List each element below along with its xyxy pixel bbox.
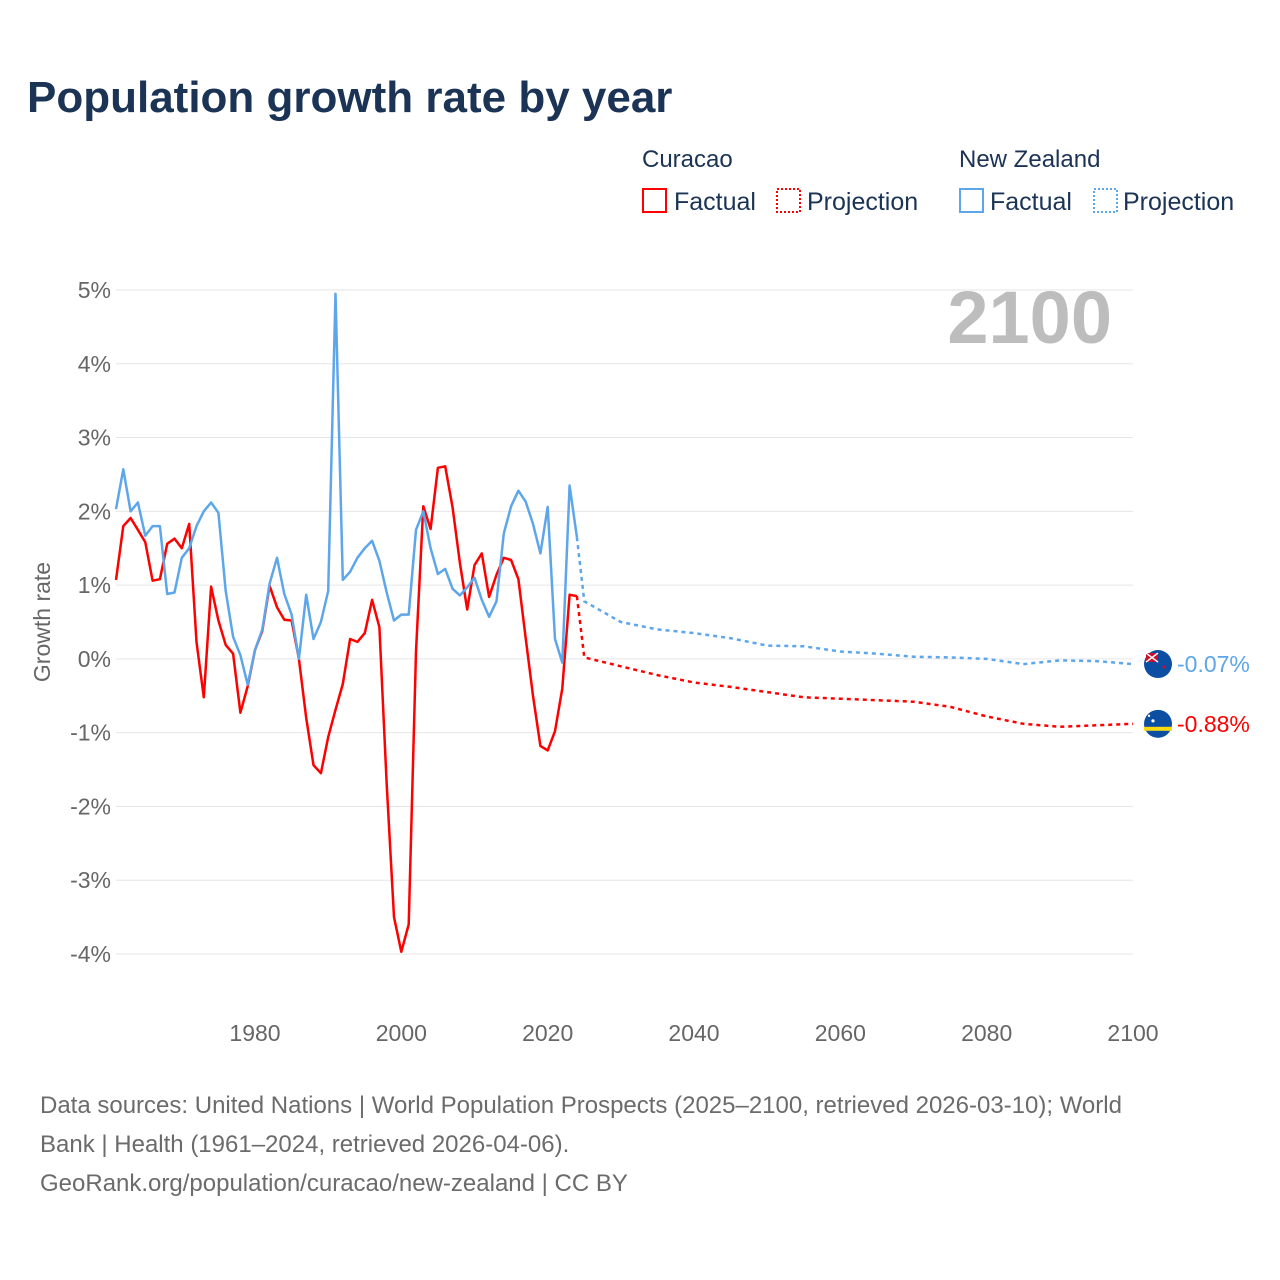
- curacao-flag-icon: [1144, 709, 1172, 738]
- legend-swatch-nz-factual[interactable]: [959, 188, 984, 213]
- x-tick-label: 2020: [522, 1020, 573, 1046]
- new-zealand-projection-line: [575, 537, 1134, 666]
- y-axis-ticks: 5% 4% 3% 2% 1% 0% -1% -2% -3% -4%: [70, 277, 111, 967]
- legend-label-curacao-projection[interactable]: Projection: [807, 188, 918, 216]
- curacao-factual-line: [114, 465, 578, 954]
- x-tick-label: 2080: [961, 1020, 1012, 1046]
- y-tick-label: -4%: [70, 941, 111, 967]
- legend-swatch-nz-projection[interactable]: [1093, 188, 1118, 213]
- y-tick-label: -2%: [70, 793, 111, 819]
- series-end-markers: -0.88% -0.07%: [1144, 650, 1250, 738]
- x-tick-label: 2060: [815, 1020, 866, 1046]
- x-axis-ticks: 1980 2000 2020 2040 2060 2080 2100: [229, 1020, 1158, 1046]
- gridlines: [116, 289, 1133, 955]
- y-tick-label: 0%: [78, 646, 111, 672]
- footer-source-line-2: Bank | Health (1961–2024, retrieved 2026…: [40, 1131, 569, 1158]
- new-zealand-flag-icon: [1144, 650, 1172, 679]
- y-tick-label: 3%: [78, 425, 111, 451]
- y-axis-label: Growth rate: [29, 562, 55, 682]
- legend-country-curacao: Curacao: [642, 146, 733, 173]
- legend-swatch-curacao-factual[interactable]: [642, 188, 667, 213]
- y-tick-label: 5%: [78, 277, 111, 303]
- chart-title: Population growth rate by year: [27, 73, 672, 122]
- x-tick-label: 2100: [1107, 1020, 1158, 1046]
- legend: Curacao Factual Projection New Zealand F…: [642, 146, 1234, 216]
- x-tick-label: 2000: [376, 1020, 427, 1046]
- legend-label-curacao-factual[interactable]: Factual: [674, 188, 756, 216]
- legend-label-nz-factual[interactable]: Factual: [990, 188, 1072, 216]
- curacao-projection-line: [575, 596, 1134, 729]
- footer: Data sources: United Nations | World Pop…: [40, 1092, 1122, 1197]
- x-tick-label: 2040: [668, 1020, 719, 1046]
- y-tick-label: -1%: [70, 720, 111, 746]
- y-tick-label: 4%: [78, 351, 111, 377]
- series-lines: [114, 292, 1134, 954]
- legend-country-new-zealand: New Zealand: [959, 146, 1100, 173]
- footer-link[interactable]: GeoRank.org/population/curacao/new-zeala…: [40, 1170, 628, 1197]
- new-zealand-end-label: -0.07%: [1177, 651, 1250, 677]
- new-zealand-factual-line: [114, 292, 579, 686]
- curacao-end-label: -0.88%: [1177, 711, 1250, 737]
- y-tick-label: 1%: [78, 572, 111, 598]
- footer-source-line-1: Data sources: United Nations | World Pop…: [40, 1092, 1122, 1119]
- legend-label-nz-projection[interactable]: Projection: [1123, 188, 1234, 216]
- y-tick-label: 2%: [78, 498, 111, 524]
- year-display: 2100: [947, 276, 1112, 359]
- x-tick-label: 1980: [229, 1020, 280, 1046]
- legend-swatch-curacao-projection[interactable]: [776, 188, 801, 213]
- y-tick-label: -3%: [70, 867, 111, 893]
